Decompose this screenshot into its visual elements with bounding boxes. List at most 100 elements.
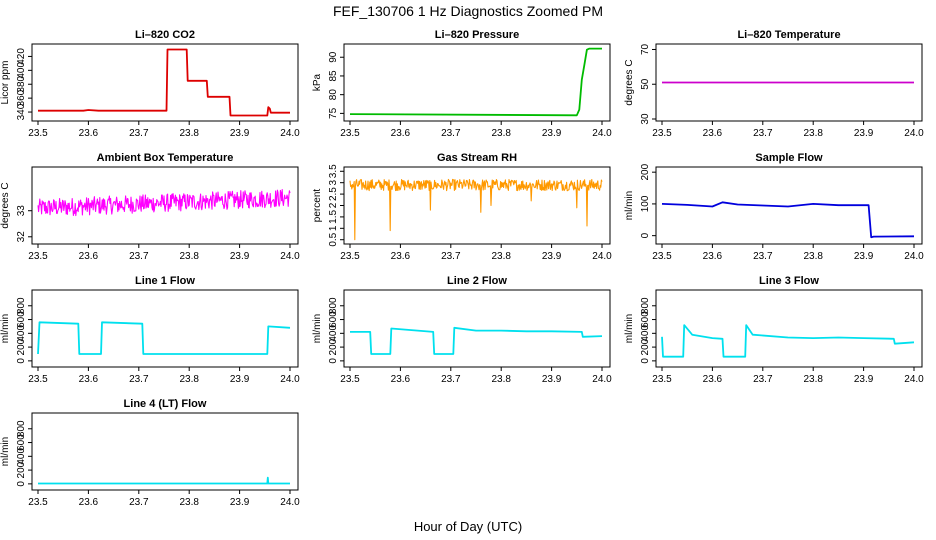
y-axis-label: ml/min	[0, 314, 11, 343]
y-tick-label: 800	[16, 420, 27, 437]
x-tick-label: 23.9	[854, 374, 874, 385]
plot-frame	[655, 166, 923, 245]
x-tick-label: 23.7	[129, 251, 149, 262]
x-tick-label: 23.8	[803, 251, 823, 262]
x-tick-label: 23.8	[179, 497, 199, 508]
y-tick-label: 0.5	[328, 232, 339, 246]
plot-frame	[655, 43, 923, 122]
x-tick-label: 23.8	[803, 374, 823, 385]
y-axis-label: ml/min	[312, 314, 323, 343]
y-tick-label: 100	[640, 195, 651, 212]
y-tick-label: 800	[328, 297, 339, 314]
y-tick-label: 90	[328, 51, 339, 63]
figure-xlabel: Hour of Day (UTC)	[414, 519, 522, 534]
x-tick-label: 23.8	[179, 374, 199, 385]
panel-title: Line 2 Flow	[447, 275, 507, 287]
x-tick-label: 23.7	[753, 374, 773, 385]
x-tick-label: 23.7	[753, 128, 773, 139]
x-tick-label: 24.0	[904, 251, 924, 262]
series-line	[661, 201, 915, 239]
plot-frame	[31, 412, 299, 491]
y-tick-label: 70	[640, 43, 651, 55]
y-tick-label: 0	[16, 358, 27, 364]
x-tick-label: 23.6	[79, 128, 99, 139]
series-line	[349, 178, 603, 241]
y-tick-label: 200	[328, 338, 339, 355]
series-line	[661, 324, 915, 358]
x-tick-label: 23.7	[129, 374, 149, 385]
series-line	[37, 321, 291, 355]
panel-sample-flow: Sample Flow ml/min 23.5 23.6 23.7 23.8 23.9 24.…	[624, 152, 924, 262]
x-tick-label: 23.9	[854, 251, 874, 262]
y-tick-label: 600	[16, 311, 27, 328]
y-tick-label: 75	[328, 107, 339, 119]
plot-frame	[343, 289, 611, 368]
panel-title: Line 3 Flow	[759, 275, 819, 287]
x-tick-label: 23.9	[542, 374, 562, 385]
x-tick-label: 23.6	[703, 128, 723, 139]
panel-li820-pressure: Li–820 Pressure kPa 23.5 23.6 23.7 23.8 23.9 24…	[312, 29, 612, 139]
y-tick-label: 420	[16, 48, 27, 65]
plot-frame	[655, 289, 923, 368]
panel-line4-flow: Line 4 (LT) Flow ml/min 23.5 23.6 23.7 23.8 23…	[0, 398, 300, 508]
x-tick-label: 23.6	[79, 251, 99, 262]
x-tick-label: 23.7	[753, 251, 773, 262]
x-tick-label: 24.0	[280, 128, 300, 139]
y-tick-label: 85	[328, 70, 339, 82]
y-axis-label: Licor ppm	[0, 61, 11, 105]
x-tick-label: 23.8	[803, 128, 823, 139]
x-tick-label: 23.8	[491, 374, 511, 385]
panel-title: Gas Stream RH	[437, 152, 517, 164]
x-tick-label: 23.7	[441, 128, 461, 139]
x-tick-label: 23.7	[441, 251, 461, 262]
series-line	[38, 48, 290, 117]
x-tick-label: 23.5	[340, 128, 360, 139]
y-tick-label: 800	[640, 297, 651, 314]
series-line	[349, 47, 602, 117]
y-axis-label: degrees C	[624, 59, 635, 105]
y-tick-label: 0	[640, 358, 651, 364]
x-tick-label: 23.9	[854, 128, 874, 139]
panel-li820-co2: Li–820 CO2 Licor ppm 23.5 23.6 23.7 23.8 23.9 2…	[0, 29, 300, 139]
x-tick-label: 23.5	[28, 374, 48, 385]
panel-title: Line 1 Flow	[135, 275, 195, 287]
plot-frame	[343, 43, 611, 122]
panel-title: Li–820 CO2	[135, 29, 195, 41]
y-tick-label: 600	[328, 311, 339, 328]
y-tick-label: 800	[16, 297, 27, 314]
x-tick-label: 23.9	[542, 128, 562, 139]
y-tick-label: 400	[16, 448, 27, 465]
x-tick-label: 23.5	[652, 251, 672, 262]
y-tick-label: 200	[16, 338, 27, 355]
y-tick-label: 400	[328, 325, 339, 342]
x-tick-label: 23.6	[79, 497, 99, 508]
x-tick-label: 23.5	[28, 251, 48, 262]
x-tick-label: 23.7	[129, 497, 149, 508]
series-line	[37, 189, 291, 217]
panel-line2-flow: Line 2 Flow ml/min 23.5 23.6 23.7 23.8 23.9 24.…	[312, 275, 612, 385]
y-axis-label: percent	[312, 189, 323, 223]
panel-title: Ambient Box Temperature	[97, 152, 234, 164]
y-tick-label: 340	[16, 103, 27, 120]
x-tick-label: 23.9	[230, 374, 250, 385]
y-tick-label: 3	[328, 179, 339, 185]
y-tick-label: 400	[16, 62, 27, 79]
x-tick-label: 24.0	[280, 251, 300, 262]
panel-ambient-box-temperature: Ambient Box Temperature degrees C 23.5 23.6…	[0, 152, 300, 262]
x-tick-label: 23.5	[28, 497, 48, 508]
x-tick-label: 24.0	[904, 128, 924, 139]
x-tick-label: 23.7	[129, 128, 149, 139]
panel-line1-flow: Line 1 Flow ml/min 23.5 23.6 23.7 23.8 23.9 24.…	[0, 275, 300, 385]
plot-frame	[343, 166, 611, 245]
x-tick-label: 23.5	[340, 251, 360, 262]
y-axis-label: degrees C	[0, 182, 11, 228]
panel-title: Line 4 (LT) Flow	[124, 398, 207, 410]
y-tick-label: 380	[16, 75, 27, 92]
panel-line3-flow: Line 3 Flow ml/min 23.5 23.6 23.7 23.8 23.9 24.…	[624, 275, 924, 385]
y-tick-label: 0	[328, 358, 339, 364]
plot-frame	[31, 166, 299, 245]
x-tick-label: 23.8	[179, 128, 199, 139]
y-tick-label: 3.5	[328, 164, 339, 178]
panel-li820-temperature: Li–820 Temperature degrees C 23.5 23.6 23.7 2…	[624, 29, 924, 139]
